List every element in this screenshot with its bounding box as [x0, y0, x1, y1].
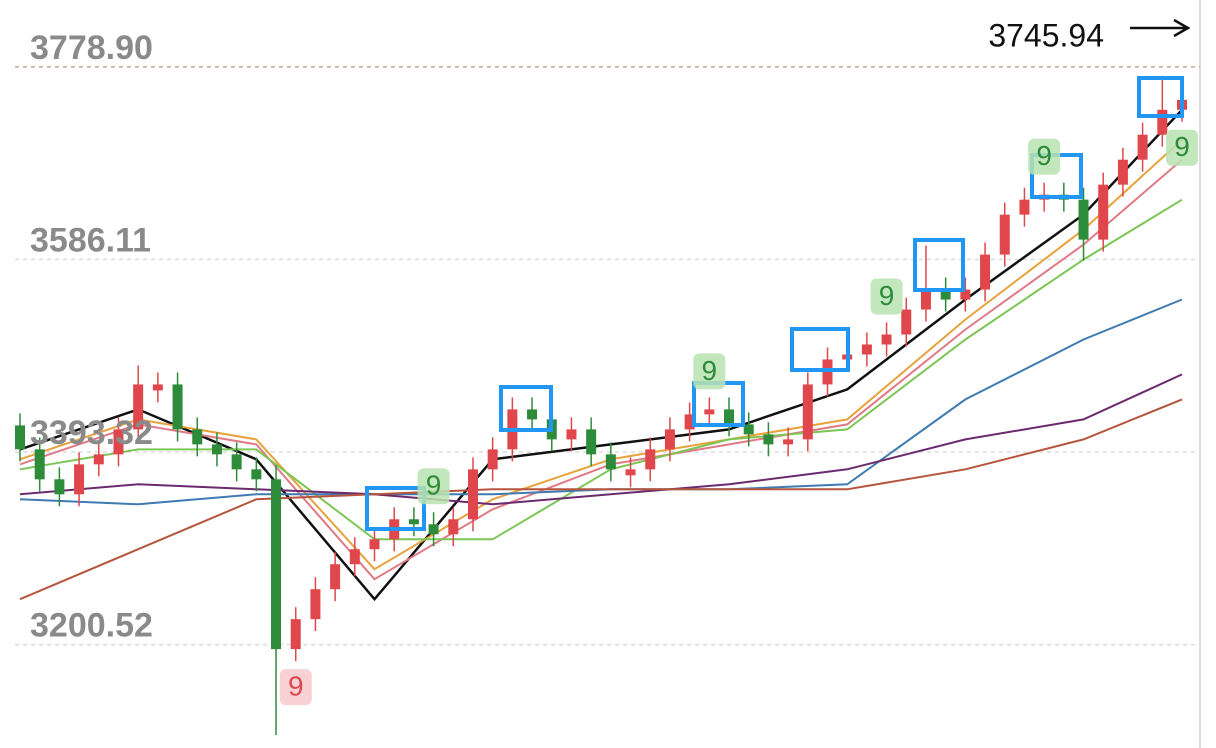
candle-body [54, 479, 65, 495]
highlight-box [365, 486, 426, 531]
y-tick-label: 3393.32 [30, 414, 153, 452]
candle-body [349, 549, 360, 565]
candle-body [802, 384, 813, 440]
signal-badge [693, 353, 726, 390]
candle-body [1137, 134, 1148, 160]
candle-body [271, 479, 282, 650]
candle-body [113, 429, 124, 455]
signal-label: 9 [1036, 140, 1052, 171]
candle-body [192, 429, 203, 445]
ma-lines [19, 108, 1183, 602]
last-price: 3745.94 [988, 17, 1104, 53]
annotations: 9 9 9 9 9 9 [279, 129, 1198, 706]
candle-body [704, 409, 715, 415]
candle-body [428, 524, 439, 535]
y-tick-label: 3586.11 [30, 221, 151, 259]
candle-body [290, 619, 301, 650]
candle-body [152, 384, 163, 391]
candle-body [881, 334, 892, 345]
signal-label: 9 [426, 470, 442, 501]
signal-badge [417, 468, 450, 505]
highlight-box [790, 327, 850, 372]
candles [15, 75, 1187, 736]
candle-body [330, 564, 341, 590]
candle-body [763, 434, 774, 445]
ma-line [19, 373, 1183, 506]
candle-body [625, 469, 636, 476]
grid [15, 66, 1200, 646]
candle-body [664, 429, 675, 450]
ma-line [19, 398, 1183, 601]
candle-body [74, 464, 85, 495]
candle-body [487, 449, 498, 470]
signal-badge [870, 278, 903, 315]
candle-body [586, 429, 597, 455]
highlight-box [913, 238, 965, 292]
highlight-boxes [365, 76, 1184, 531]
candle-body [605, 454, 616, 470]
candle-body [251, 469, 262, 480]
candle-body [527, 409, 538, 420]
candle-body [645, 449, 656, 470]
candle-body [408, 519, 419, 525]
ma-line [19, 298, 1183, 506]
candle-body [980, 254, 991, 290]
candle-body [172, 384, 183, 430]
candle-body [783, 439, 794, 445]
candle-body [566, 429, 577, 440]
highlight-box [499, 385, 553, 432]
signal-badge [279, 669, 312, 706]
signal-label: 9 [288, 670, 304, 701]
candle-body [1098, 184, 1109, 240]
y-tick-labels: 3778.90 3586.11 3393.32 3200.52 [30, 29, 153, 645]
candle-body [901, 309, 912, 335]
candle-body [861, 344, 872, 355]
signal-badge [1028, 138, 1061, 175]
candle-body [1019, 199, 1030, 215]
candle-body [211, 444, 222, 455]
y-tick-label: 3778.90 [30, 29, 153, 67]
candle-body [1078, 199, 1089, 240]
signal-badge [1166, 129, 1198, 166]
candle-body [15, 425, 25, 450]
candle-body [940, 289, 951, 300]
candle-body [1157, 109, 1168, 135]
highlight-box [1137, 76, 1184, 118]
candle-body [448, 519, 459, 535]
signal-label: 9 [879, 280, 895, 311]
candle-body [231, 454, 242, 470]
candle-body [310, 589, 321, 620]
ma-line [19, 138, 1183, 571]
candle-body [34, 449, 45, 480]
candle-body [999, 214, 1010, 255]
signal-label: 9 [1174, 131, 1190, 162]
candle-body [467, 469, 478, 520]
candle-body [684, 414, 695, 430]
candle-body [724, 409, 735, 425]
candle-body [743, 424, 754, 435]
candle-body [1117, 159, 1128, 185]
signal-label: 9 [702, 355, 718, 386]
candle-body [93, 454, 104, 465]
candle-body [369, 539, 380, 550]
arrow [1130, 18, 1191, 38]
y-tick-label: 3200.52 [30, 607, 153, 645]
candle-body [133, 384, 144, 430]
candle-body [960, 289, 971, 300]
candle-body [920, 289, 931, 310]
